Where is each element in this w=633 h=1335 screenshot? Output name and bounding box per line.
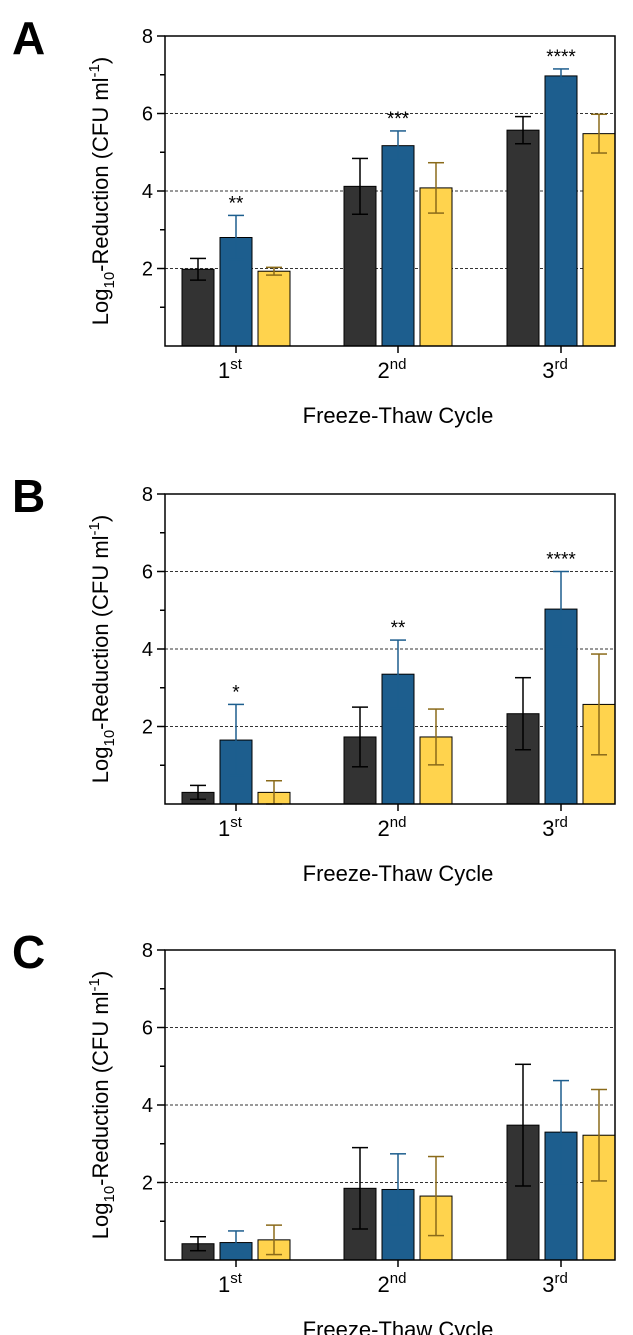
x-axis-label: Freeze-Thaw Cycle <box>303 1317 494 1335</box>
x-tick-label: 1st <box>218 814 243 841</box>
y-axis-label: Log10-Reduction (CFU ml-1) <box>86 515 118 783</box>
panel-c: C 2 4 6 8 1st 2nd 3rd Freeze-Thaw Cycle Log10-Red… <box>12 926 616 1335</box>
y-tick-label: 6 <box>142 562 153 584</box>
y-axis-label: Log10-Reduction (CFU ml-1) <box>86 971 118 1239</box>
x-axis-label: Freeze-Thaw Cycle <box>303 861 494 886</box>
panel-b-letter: B <box>12 470 45 522</box>
x-tick-label: 2nd <box>378 814 407 841</box>
x-tick-label: 1st <box>218 1270 243 1297</box>
bar <box>582 133 616 347</box>
bar <box>506 129 540 347</box>
x-tick-label: 1st <box>218 356 243 383</box>
bar <box>544 75 578 347</box>
y-tick-label: 2 <box>142 1173 153 1195</box>
significance-label: * <box>232 682 240 703</box>
y-tick-label: 4 <box>142 1095 153 1117</box>
y-tick-label: 2 <box>142 259 153 281</box>
bar <box>381 145 415 347</box>
y-tick-label: 8 <box>142 940 153 962</box>
x-tick-label: 3rd <box>542 814 568 841</box>
bar <box>257 270 291 347</box>
y-axis-label: Log10-Reduction (CFU ml-1) <box>86 57 118 325</box>
y-tick-label: 6 <box>142 1018 153 1040</box>
y-tick-label: 4 <box>142 639 153 661</box>
x-tick-label: 3rd <box>542 356 568 383</box>
significance-label: **** <box>546 550 576 571</box>
x-axis-label: Freeze-Thaw Cycle <box>303 403 494 428</box>
significance-label: **** <box>546 47 576 68</box>
panel-a-letter: A <box>12 12 45 64</box>
bar <box>181 268 215 347</box>
significance-label: *** <box>387 109 410 130</box>
y-tick-label: 6 <box>142 104 153 126</box>
x-tick-label: 3rd <box>542 1270 568 1297</box>
x-tick-label: 2nd <box>378 356 407 383</box>
y-tick-label: 2 <box>142 717 153 739</box>
x-tick-label: 2nd <box>378 1270 407 1297</box>
significance-label: ** <box>391 618 406 639</box>
y-tick-label: 4 <box>142 181 153 203</box>
y-tick-label: 8 <box>142 26 153 48</box>
panel-c-letter: C <box>12 926 45 978</box>
significance-label: ** <box>229 193 244 214</box>
y-tick-label: 8 <box>142 484 153 506</box>
